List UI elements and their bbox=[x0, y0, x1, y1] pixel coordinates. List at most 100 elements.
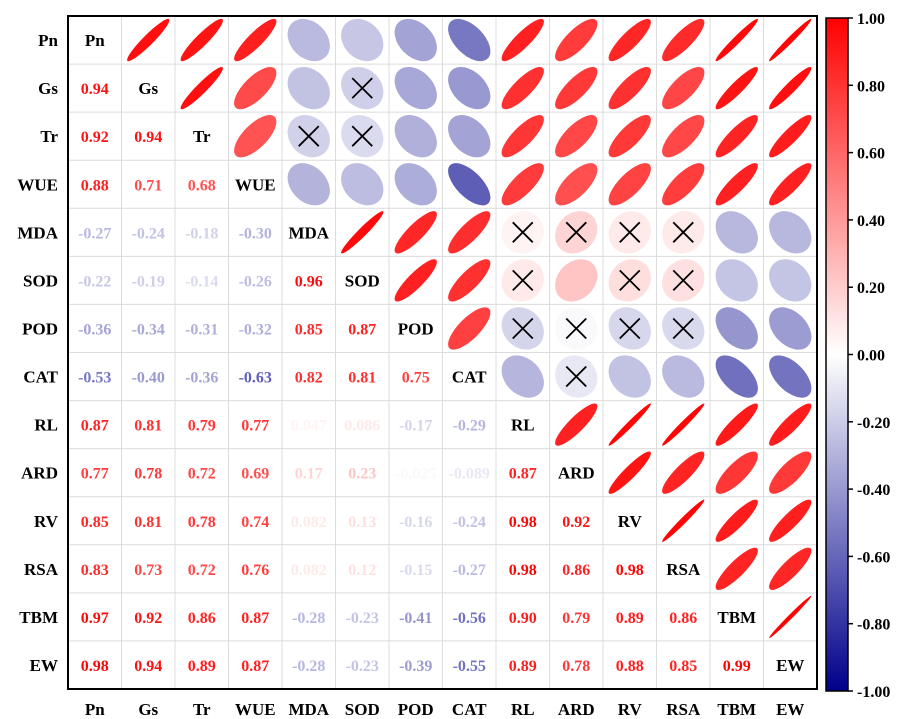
correlation-value: 0.71 bbox=[134, 177, 162, 194]
colorbar-tick-label: -0.80 bbox=[857, 617, 890, 634]
correlation-value: 0.82 bbox=[295, 370, 323, 387]
correlation-value: -0.15 bbox=[399, 562, 432, 579]
correlation-value: 0.83 bbox=[81, 562, 109, 579]
correlation-value: 0.86 bbox=[562, 562, 590, 579]
correlation-value: -0.23 bbox=[346, 658, 379, 675]
column-label: EW bbox=[776, 700, 804, 719]
nonsignificant-mark bbox=[565, 221, 587, 243]
correlation-value: 0.73 bbox=[134, 562, 162, 579]
row-label: EW bbox=[30, 656, 58, 675]
diagonal-label: SOD bbox=[345, 271, 380, 290]
correlation-value: -0.025 bbox=[395, 466, 436, 483]
colorbar-tick-label: 0.20 bbox=[857, 280, 885, 297]
correlation-value: 0.81 bbox=[134, 514, 162, 531]
correlation-ellipse bbox=[662, 451, 705, 494]
correlation-value: 0.89 bbox=[616, 610, 644, 627]
correlation-value: 0.98 bbox=[616, 562, 644, 579]
correlation-ellipse bbox=[555, 115, 598, 158]
column-label: MDA bbox=[288, 700, 329, 719]
correlation-ellipse bbox=[608, 163, 651, 206]
column-label: RL bbox=[511, 700, 535, 719]
correlation-ellipse bbox=[234, 66, 277, 110]
correlation-value: -0.19 bbox=[132, 273, 165, 290]
correlation-value: 0.87 bbox=[81, 418, 109, 435]
correlation-ellipse bbox=[501, 115, 544, 158]
correlation-ellipse bbox=[608, 115, 651, 158]
correlation-value: -0.16 bbox=[399, 514, 432, 531]
nonsignificant-mark bbox=[619, 269, 641, 292]
column-label: SOD bbox=[345, 700, 380, 719]
correlation-ellipse bbox=[394, 18, 437, 62]
correlation-ellipse bbox=[715, 259, 758, 302]
correlation-value: 0.87 bbox=[509, 466, 537, 483]
correlation-value: 0.88 bbox=[616, 658, 644, 675]
diagonal-label: RV bbox=[618, 512, 643, 531]
correlation-ellipse bbox=[715, 66, 758, 110]
correlation-value: 0.23 bbox=[348, 466, 376, 483]
correlation-ellipse bbox=[715, 307, 758, 350]
correlation-ellipse bbox=[180, 18, 223, 62]
correlation-ellipse bbox=[769, 18, 812, 62]
correlation-value: 0.13 bbox=[348, 514, 376, 531]
correlation-value: 0.87 bbox=[241, 658, 269, 675]
correlation-ellipse bbox=[715, 115, 758, 158]
correlation-ellipse bbox=[448, 18, 491, 62]
correlation-ellipse bbox=[180, 66, 223, 110]
nonsignificant-mark bbox=[512, 221, 534, 243]
column-labels: Pn Gs Tr WUE MDA SOD POD CAT RL ARD RV RSA TBM EW bbox=[85, 700, 805, 719]
row-labels: Pn Gs Tr WUE MDA SOD POD CAT RL ARD RV RSA TBM EW bbox=[17, 31, 58, 675]
correlation-ellipse bbox=[662, 403, 705, 446]
correlation-value: 0.086 bbox=[344, 418, 380, 435]
correlation-value: -0.089 bbox=[449, 466, 490, 483]
correlation-ellipse bbox=[448, 115, 491, 158]
nonsignificant-mark bbox=[565, 317, 587, 340]
diagonal-label: RL bbox=[511, 416, 535, 435]
correlation-value: -0.28 bbox=[292, 610, 325, 627]
nonsignificant-mark bbox=[619, 317, 641, 340]
correlation-value: -0.63 bbox=[239, 370, 272, 387]
correlation-ellipse bbox=[501, 355, 544, 398]
colorbar-tick-label: -0.20 bbox=[857, 415, 890, 432]
correlation-ellipse bbox=[769, 307, 812, 350]
column-label: POD bbox=[398, 700, 434, 719]
correlation-value: -0.29 bbox=[453, 418, 486, 435]
correlation-value: 0.97 bbox=[81, 610, 109, 627]
correlation-value: 0.89 bbox=[509, 658, 537, 675]
correlation-value: 0.86 bbox=[669, 610, 697, 627]
correlation-value: 0.68 bbox=[188, 177, 216, 194]
colorbar-tick-label: 0.60 bbox=[857, 146, 885, 163]
correlation-value: -0.18 bbox=[185, 225, 218, 242]
diagonal-label: Gs bbox=[138, 79, 158, 98]
correlation-value: -0.39 bbox=[399, 658, 432, 675]
correlation-value: -0.34 bbox=[132, 321, 165, 338]
diagonal-label: WUE bbox=[235, 175, 276, 194]
correlation-value: 0.082 bbox=[291, 514, 327, 531]
correlation-ellipse bbox=[287, 18, 330, 62]
column-label: RSA bbox=[666, 700, 701, 719]
correlation-value: -0.27 bbox=[78, 225, 111, 242]
diagonal-label: MDA bbox=[288, 223, 329, 242]
correlation-value: -0.31 bbox=[185, 321, 218, 338]
correlation-value: -0.32 bbox=[239, 321, 272, 338]
column-label: Pn bbox=[85, 700, 105, 719]
colorbar-tick-label: -0.60 bbox=[857, 549, 890, 566]
correlation-value: -0.26 bbox=[239, 273, 272, 290]
correlation-ellipse bbox=[394, 115, 437, 158]
diagonal-label: RSA bbox=[666, 560, 701, 579]
correlation-value: -0.17 bbox=[399, 418, 432, 435]
column-label: CAT bbox=[452, 700, 487, 719]
diagonal-label: POD bbox=[398, 319, 434, 338]
correlation-value: -0.23 bbox=[346, 610, 379, 627]
correlation-value: -0.14 bbox=[185, 273, 218, 290]
correlation-ellipse bbox=[662, 18, 705, 62]
correlation-value: 0.72 bbox=[188, 562, 216, 579]
correlation-value: 0.98 bbox=[509, 514, 537, 531]
correlation-value: 0.12 bbox=[348, 562, 376, 579]
correlation-ellipse bbox=[769, 451, 812, 494]
colorbar-tick-label: -0.40 bbox=[857, 482, 890, 499]
correlation-value: 0.69 bbox=[241, 466, 269, 483]
correlation-ellipse bbox=[769, 499, 812, 542]
column-label: Tr bbox=[193, 700, 211, 719]
colorbar-tick-label: 0.00 bbox=[857, 348, 885, 365]
